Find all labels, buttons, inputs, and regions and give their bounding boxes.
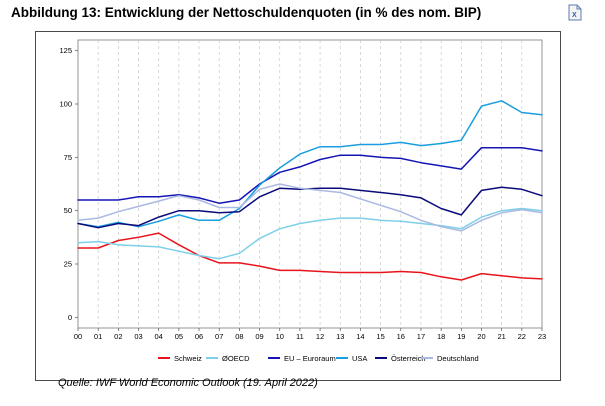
x-tick-label-04: 04: [155, 332, 163, 341]
x-tick-label-23: 23: [538, 332, 546, 341]
y-tick-label-75: 75: [64, 153, 72, 162]
series-line-schweiz: [77, 232, 543, 281]
excel-icon[interactable]: X: [568, 4, 582, 21]
y-tick-label-50: 50: [64, 206, 72, 215]
y-tick-label-25: 25: [64, 260, 72, 269]
y-tick-label-125: 125: [59, 46, 72, 55]
x-tick-label-17: 17: [417, 332, 425, 341]
x-tick-label-10: 10: [276, 332, 284, 341]
series-line-øoecd: [77, 207, 543, 260]
x-tick-label-11: 11: [296, 332, 304, 341]
source-note: Quelle: IWF World Economic Outlook (19. …: [58, 377, 318, 389]
x-tick-label-07: 07: [215, 332, 223, 341]
legend-label-2: EU – Euroraum: [284, 354, 336, 363]
x-tick-label-19: 19: [457, 332, 465, 341]
legend-label-1: ØOECD: [222, 354, 250, 363]
series-line-deutschland: [77, 183, 543, 232]
x-tick-label-21: 21: [497, 332, 505, 341]
x-tick-label-05: 05: [175, 332, 183, 341]
x-tick-label-15: 15: [376, 332, 384, 341]
x-tick-label-13: 13: [336, 332, 344, 341]
series-line-usa: [77, 100, 543, 228]
x-tick-label-16: 16: [397, 332, 405, 341]
x-tick-label-09: 09: [255, 332, 263, 341]
legend-label-0: Schweiz: [174, 354, 202, 363]
x-tick-label-06: 06: [195, 332, 203, 341]
legend-label-3: USA: [352, 354, 367, 363]
x-tick-label-12: 12: [316, 332, 324, 341]
y-tick-label-100: 100: [59, 100, 72, 109]
legend-label-5: Deutschland: [437, 354, 479, 363]
x-tick-label-20: 20: [477, 332, 485, 341]
legend-label-4: Österreich: [391, 354, 426, 363]
y-tick-label-0: 0: [68, 313, 72, 322]
series-line-eu-euroraum: [77, 146, 543, 204]
chart-title: Abbildung 13: Entwicklung der Nettoschul…: [11, 5, 482, 20]
svg-text:X: X: [572, 12, 577, 19]
x-tick-label-00: 00: [74, 332, 82, 341]
chart-frame: [35, 31, 561, 381]
x-tick-label-03: 03: [134, 332, 142, 341]
x-tick-label-02: 02: [114, 332, 122, 341]
x-tick-label-01: 01: [94, 332, 102, 341]
x-tick-label-18: 18: [437, 332, 445, 341]
x-tick-label-08: 08: [235, 332, 243, 341]
x-tick-label-22: 22: [518, 332, 526, 341]
line-chart: 0 25 50 75 100 125 00 01 02 03 04 05 06 07 08 09 10 11 12 1…: [59, 39, 546, 363]
plot-area: [77, 39, 543, 329]
x-tick-label-14: 14: [356, 332, 364, 341]
